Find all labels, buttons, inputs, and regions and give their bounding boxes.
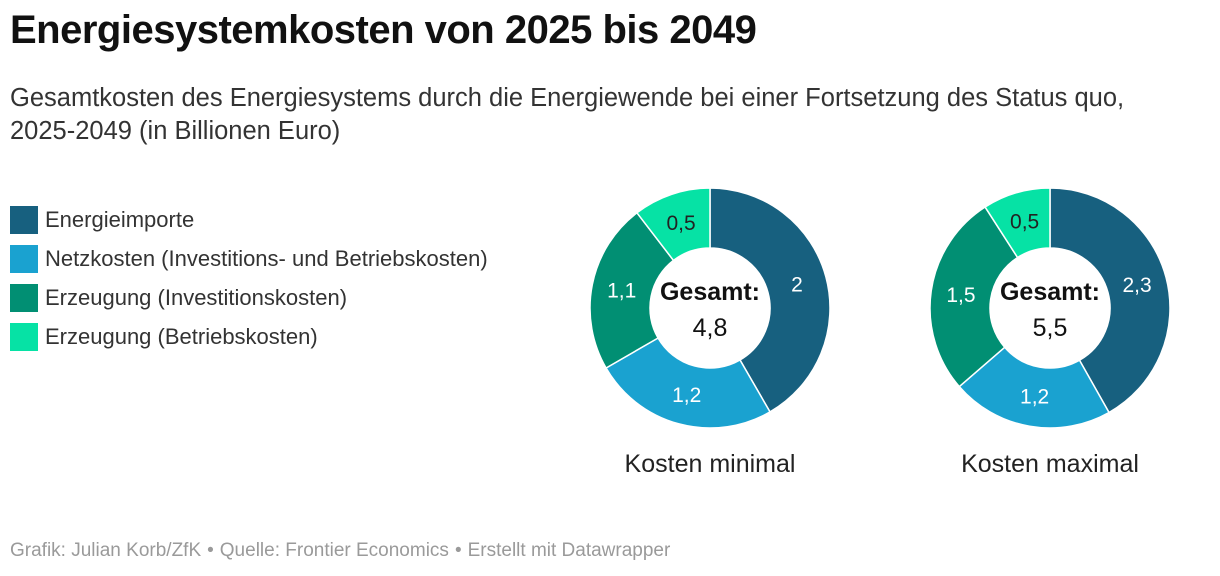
donut-chart-minimal: 2 1,2 1,1 0,5 Gesamt: 4,8 Kosten minimal [589, 187, 831, 478]
donut-segment [709, 187, 831, 413]
donut-segment [958, 346, 1111, 429]
footer-source: Quelle: Frontier Economics [219, 540, 449, 561]
legend-swatch [10, 205, 38, 234]
legend: Energieimporte Netzkosten (Investitions-… [10, 200, 488, 356]
donut-center-value: 4,8 [693, 314, 728, 342]
footer-credit: Grafik: Julian Korb/ZfK [10, 540, 202, 561]
donut-segment [635, 187, 711, 262]
footer-separator: • [454, 540, 462, 561]
legend-swatch [10, 283, 38, 312]
legend-item-erzeugung-investition: Erzeugung (Investitionskosten) [10, 278, 488, 317]
donut-chart-maximal: 2,3 1,2 1,5 0,5 Gesamt: 5,5 Kosten maximal [929, 187, 1171, 478]
legend-swatch [10, 244, 38, 273]
donut-segment-label: 1,2 [1020, 386, 1049, 409]
donut-segment [984, 187, 1051, 259]
legend-label: Netzkosten (Investitions- und Betriebsko… [45, 245, 488, 271]
donut-segment [605, 336, 772, 429]
donut-chart-title: Kosten maximal [961, 450, 1139, 478]
footer-tool: Erstellt mit Datawrapper [467, 540, 671, 561]
donut-segment-label: 1,1 [607, 279, 636, 302]
donut-center-label: Gesamt: [660, 278, 760, 306]
chart-subtitle: Gesamtkosten des Energiesystems durch di… [10, 84, 1125, 145]
legend-item-netzkosten: Netzkosten (Investitions- und Betriebsko… [10, 239, 488, 278]
donut-segment-label: 0,5 [666, 212, 695, 235]
footer: Grafik: Julian Korb/ZfK • Quelle: Frontier… [10, 540, 670, 562]
legend-swatch [10, 322, 38, 351]
donut-segment [1049, 187, 1171, 414]
donut-center-value: 5,5 [1033, 314, 1068, 342]
donut-center-label: Gesamt: [1000, 278, 1100, 306]
legend-item-erzeugung-betrieb: Erzeugung (Betriebskosten) [10, 317, 488, 356]
legend-item-energieimporte: Energieimporte [10, 200, 488, 239]
footer-separator: • [207, 540, 214, 561]
legend-label: Erzeugung (Investitionskosten) [45, 284, 348, 310]
donut-segment [589, 211, 675, 370]
legend-label: Energieimporte [45, 206, 195, 232]
donut-segment-label: 2,3 [1122, 274, 1151, 297]
donut-segment [929, 206, 1019, 388]
donut-segment-label: 2 [791, 274, 803, 297]
chart-title: Energiesystemkosten von 2025 bis 2049 [10, 8, 757, 52]
donut-segment-label: 1,2 [672, 384, 701, 407]
donut-chart-title: Kosten minimal [625, 450, 796, 478]
legend-label: Erzeugung (Betriebskosten) [45, 323, 318, 349]
donut-segment-label: 1,5 [946, 284, 975, 307]
donut-segment-label: 0,5 [1010, 211, 1039, 234]
